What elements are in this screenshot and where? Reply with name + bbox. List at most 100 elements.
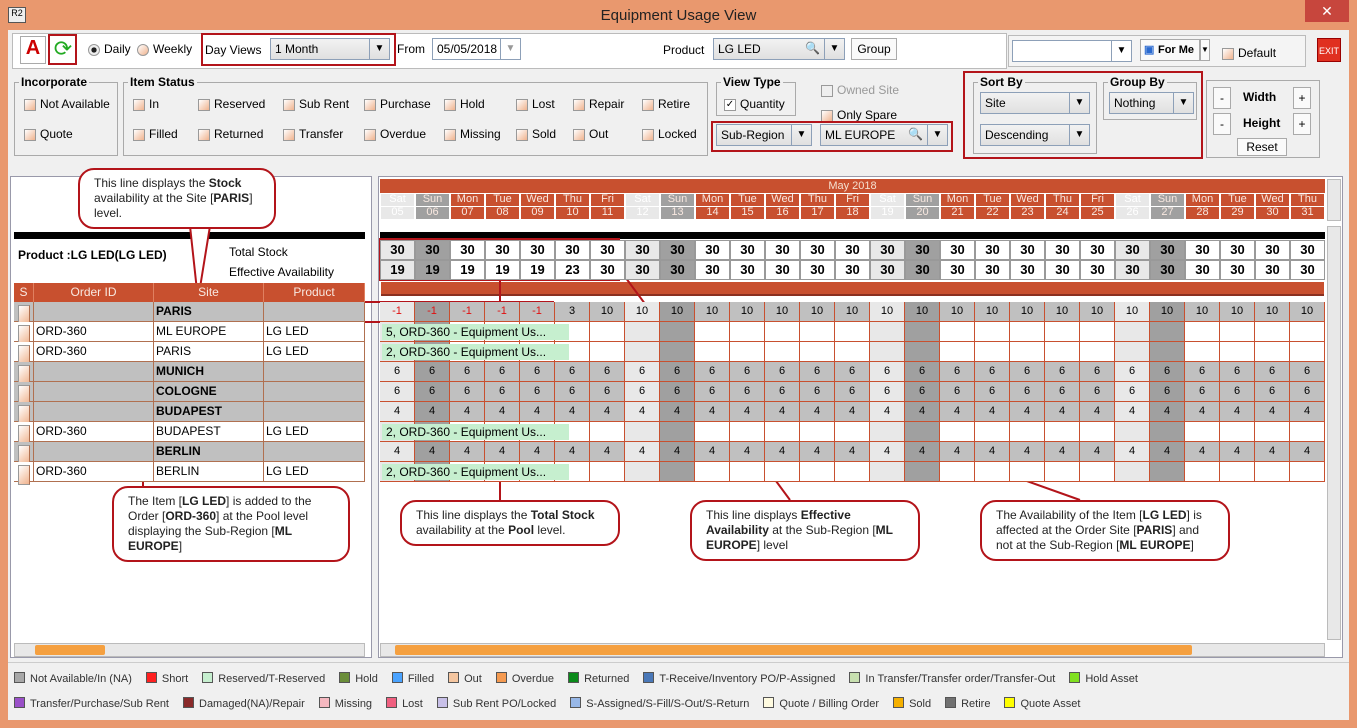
level-select[interactable]: Sub-Region ▼ — [716, 124, 812, 146]
column-header-order-id[interactable]: Order ID — [34, 283, 154, 302]
day-date[interactable]: 28 — [1186, 207, 1219, 219]
order-reservation-bar[interactable]: 2, ORD-360 - Equipment Us... — [382, 424, 569, 440]
day-date[interactable]: 16 — [766, 207, 799, 219]
order-cell[interactable] — [660, 342, 695, 362]
order-cell[interactable] — [940, 422, 975, 442]
scrollbar-thumb[interactable] — [395, 645, 1192, 655]
owned-site-checkbox[interactable]: Owned Site — [821, 83, 899, 97]
order-cell[interactable] — [730, 342, 765, 362]
exit-button[interactable]: EXIT — [1317, 38, 1341, 62]
order-cell[interactable] — [765, 342, 800, 362]
checkbox-icon[interactable] — [18, 465, 30, 485]
order-cell[interactable] — [940, 462, 975, 482]
order-cell[interactable] — [835, 462, 870, 482]
table-row[interactable]: BERLIN — [14, 442, 365, 465]
order-cell[interactable] — [1220, 342, 1255, 362]
status-out-checkbox[interactable]: Out — [573, 127, 608, 141]
order-cell[interactable] — [1115, 462, 1150, 482]
order-cell[interactable] — [800, 322, 835, 342]
order-cell[interactable] — [835, 342, 870, 362]
order-cell[interactable] — [870, 462, 905, 482]
order-cell[interactable] — [905, 322, 940, 342]
width-increase-button[interactable]: + — [1293, 87, 1311, 109]
order-cell[interactable] — [905, 462, 940, 482]
day-date[interactable]: 06 — [416, 207, 449, 219]
order-cell[interactable] — [1010, 462, 1045, 482]
order-cell[interactable] — [1045, 422, 1080, 442]
order-cell[interactable] — [590, 422, 625, 442]
table-row[interactable]: ORD-360 BUDAPEST LG LED — [14, 422, 365, 445]
order-cell[interactable] — [870, 422, 905, 442]
order-cell[interactable] — [1290, 322, 1325, 342]
row-select[interactable] — [14, 342, 34, 365]
order-cell[interactable] — [1115, 422, 1150, 442]
day-date[interactable]: 15 — [731, 207, 764, 219]
order-cell[interactable] — [730, 462, 765, 482]
order-cell[interactable] — [660, 422, 695, 442]
quantity-checkbox[interactable]: ✓ Quantity — [724, 97, 785, 111]
order-cell[interactable] — [765, 422, 800, 442]
order-cell[interactable] — [1150, 342, 1185, 362]
order-cell[interactable] — [940, 342, 975, 362]
table-row[interactable]: COLOGNE — [14, 382, 365, 405]
day-date[interactable]: 31 — [1291, 207, 1324, 219]
order-cell[interactable] — [1220, 322, 1255, 342]
saved-view-select[interactable]: ▼ — [1012, 40, 1132, 62]
order-cell[interactable] — [835, 322, 870, 342]
row-select[interactable] — [14, 322, 34, 345]
table-row[interactable]: ORD-360 ML EUROPE LG LED — [14, 322, 365, 345]
order-cell[interactable] — [1290, 342, 1325, 362]
order-cell[interactable] — [870, 342, 905, 362]
status-returned-checkbox[interactable]: Returned — [198, 127, 263, 141]
order-cell[interactable] — [1080, 462, 1115, 482]
order-cell[interactable] — [1045, 322, 1080, 342]
status-reserved-checkbox[interactable]: Reserved — [198, 97, 265, 111]
table-row[interactable]: MUNICH — [14, 362, 365, 385]
day-date[interactable]: 19 — [871, 207, 904, 219]
order-cell[interactable] — [1150, 322, 1185, 342]
order-cell[interactable] — [975, 342, 1010, 362]
table-row[interactable]: ORD-360 BERLIN LG LED — [14, 462, 365, 485]
row-select[interactable] — [14, 442, 34, 465]
day-date[interactable]: 18 — [836, 207, 869, 219]
day-date[interactable]: 08 — [486, 207, 519, 219]
order-cell[interactable] — [765, 322, 800, 342]
grid-vertical-scrollbar[interactable] — [1327, 226, 1341, 640]
order-cell[interactable] — [1010, 422, 1045, 442]
order-reservation-bar[interactable]: 2, ORD-360 - Equipment Us... — [382, 344, 569, 360]
status-lost-checkbox[interactable]: Lost — [516, 97, 555, 111]
status-sold-checkbox[interactable]: Sold — [516, 127, 556, 141]
quote-checkbox[interactable]: Quote — [24, 127, 73, 141]
day-date[interactable]: 17 — [801, 207, 834, 219]
sort-order-select[interactable]: Descending ▼ — [980, 124, 1090, 146]
order-cell[interactable] — [1220, 462, 1255, 482]
order-cell[interactable] — [975, 462, 1010, 482]
region-select[interactable]: ML EUROPE 🔍 ▼ — [820, 124, 948, 146]
day-date[interactable]: 30 — [1256, 207, 1289, 219]
table-row[interactable]: BUDAPEST — [14, 402, 365, 425]
status-hold-checkbox[interactable]: Hold — [444, 97, 485, 111]
order-cell[interactable] — [590, 322, 625, 342]
order-cell[interactable] — [1255, 462, 1290, 482]
day-date[interactable]: 27 — [1151, 207, 1184, 219]
status-purchase-checkbox[interactable]: Purchase — [364, 97, 431, 111]
status-overdue-checkbox[interactable]: Overdue — [364, 127, 426, 141]
day-date[interactable]: 11 — [591, 207, 624, 219]
order-cell[interactable] — [905, 342, 940, 362]
order-cell[interactable] — [1045, 462, 1080, 482]
day-date[interactable]: 24 — [1046, 207, 1079, 219]
order-cell[interactable] — [1150, 462, 1185, 482]
day-date[interactable]: 23 — [1011, 207, 1044, 219]
order-cell[interactable] — [765, 462, 800, 482]
order-cell[interactable] — [1255, 322, 1290, 342]
order-cell[interactable] — [1185, 462, 1220, 482]
order-cell[interactable] — [1220, 422, 1255, 442]
day-date[interactable]: 14 — [696, 207, 729, 219]
not-available-checkbox[interactable]: Not Available — [24, 97, 110, 111]
width-decrease-button[interactable]: - — [1213, 87, 1231, 109]
order-cell[interactable] — [695, 342, 730, 362]
order-cell[interactable] — [1150, 422, 1185, 442]
row-select[interactable] — [14, 462, 34, 485]
order-cell[interactable] — [590, 342, 625, 362]
order-cell[interactable] — [1080, 342, 1115, 362]
